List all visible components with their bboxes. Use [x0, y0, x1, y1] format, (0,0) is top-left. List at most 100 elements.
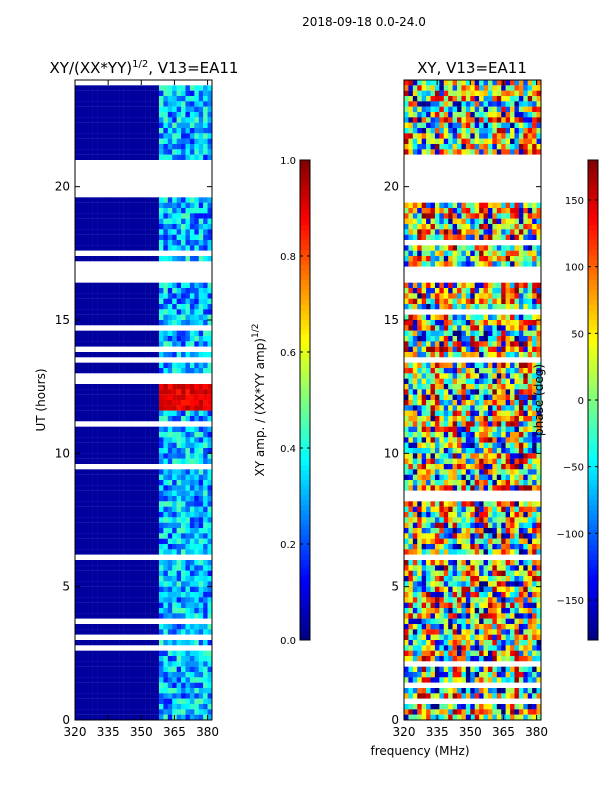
heatmap-cell — [492, 304, 498, 310]
heatmap-cell — [75, 85, 80, 91]
heatmap-cell — [136, 384, 142, 390]
heatmap-cell — [172, 96, 177, 102]
heatmap-cell — [128, 304, 133, 310]
heatmap-cell — [83, 245, 89, 251]
heatmap-cell — [496, 293, 502, 299]
heatmap-cell — [426, 234, 431, 241]
heatmap-cell — [203, 629, 208, 635]
heatmap-cell — [207, 677, 213, 683]
heatmap-cell — [457, 122, 462, 129]
heatmap-cell — [163, 640, 169, 646]
heatmap-cell — [150, 400, 155, 406]
heatmap-cell — [123, 394, 129, 401]
heatmap-cell — [123, 490, 129, 497]
heatmap-cell — [470, 426, 475, 433]
heatmap-cell — [172, 336, 177, 342]
heatmap-cell — [501, 378, 506, 385]
heatmap-cell — [141, 608, 146, 614]
heatmap-cell — [110, 224, 115, 230]
heatmap-cell — [114, 330, 120, 337]
heatmap-cell — [479, 218, 484, 225]
heatmap-cell — [119, 224, 124, 230]
heatmap-cell — [189, 106, 195, 113]
heatmap-cell — [119, 426, 124, 433]
heatmap-cell — [207, 560, 213, 566]
heatmap-cell — [97, 197, 102, 203]
heatmap-cell — [92, 709, 98, 715]
heatmap-cell — [527, 389, 533, 395]
heatmap-cell — [158, 432, 164, 438]
heatmap-cell — [457, 96, 462, 102]
heatmap-cell — [198, 405, 204, 411]
heatmap-cell — [461, 442, 467, 449]
heatmap-cell — [158, 149, 164, 155]
heatmap-cell — [97, 688, 102, 694]
heatmap-cell — [75, 608, 80, 614]
heatmap-cell — [119, 442, 124, 449]
heatmap-cell — [207, 565, 213, 571]
heatmap-cell — [430, 138, 436, 145]
heatmap-cell — [536, 282, 542, 289]
heatmap-cell — [514, 410, 520, 417]
heatmap-cell — [479, 106, 484, 113]
heatmap-cell — [101, 96, 107, 102]
heatmap-cell — [88, 362, 93, 369]
heatmap-cell — [465, 122, 471, 129]
heatmap-cell — [465, 362, 471, 369]
heatmap-cell — [479, 213, 484, 219]
heatmap-cell — [181, 154, 186, 161]
heatmap-cell — [189, 133, 195, 139]
heatmap-cell — [105, 202, 111, 209]
heatmap-cell — [203, 714, 208, 721]
heatmap-cell — [198, 330, 204, 337]
heatmap-gap-row — [75, 421, 212, 427]
heatmap-cell — [176, 442, 182, 449]
heatmap-cell — [110, 288, 115, 294]
heatmap-cell — [167, 282, 173, 289]
heatmap-cell — [181, 512, 186, 518]
heatmap-cell — [132, 608, 138, 614]
heatmap-cell — [123, 101, 129, 107]
heatmap-cell — [198, 389, 204, 395]
heatmap-cell — [207, 602, 213, 609]
heatmap-cell — [448, 298, 453, 305]
heatmap-gap-row — [75, 277, 212, 283]
heatmap-cell — [457, 421, 462, 427]
heatmap-cell — [141, 133, 146, 139]
heatmap-cell — [203, 442, 208, 449]
heatmap-cell — [158, 245, 164, 251]
heatmap-cell — [185, 320, 191, 326]
heatmap-cell — [110, 208, 115, 214]
heatmap-cell — [417, 464, 422, 470]
heatmap-cell — [505, 138, 511, 145]
colorbar-tick-label: 0.2 — [280, 540, 296, 551]
heatmap-cell — [83, 682, 89, 689]
heatmap-cell — [523, 96, 528, 102]
heatmap-cell — [114, 485, 120, 491]
heatmap-cell — [83, 384, 89, 390]
heatmap-cell — [119, 368, 124, 374]
heatmap-cell — [105, 448, 111, 454]
heatmap-cell — [194, 256, 199, 262]
heatmap-cell — [532, 282, 537, 289]
heatmap-cell — [404, 352, 409, 358]
heatmap-cell — [474, 112, 480, 118]
heatmap-cell — [421, 373, 427, 379]
heatmap-cell — [527, 90, 533, 97]
heatmap-cell — [141, 85, 146, 91]
heatmap-gap-row — [404, 170, 541, 177]
heatmap-cell — [185, 117, 191, 123]
heatmap-cell — [434, 234, 440, 241]
heatmap-cell — [452, 128, 458, 134]
heatmap-cell — [136, 144, 142, 150]
heatmap-cell — [465, 245, 471, 251]
heatmap-cell — [75, 506, 80, 513]
heatmap-cell — [132, 565, 138, 571]
heatmap-cell — [176, 512, 182, 518]
heatmap-cell — [443, 218, 449, 225]
heatmap-cell — [136, 549, 142, 555]
heatmap-cell — [203, 309, 208, 315]
heatmap-cell — [88, 501, 93, 507]
heatmap-cell — [439, 218, 444, 225]
heatmap-cell — [185, 224, 191, 230]
